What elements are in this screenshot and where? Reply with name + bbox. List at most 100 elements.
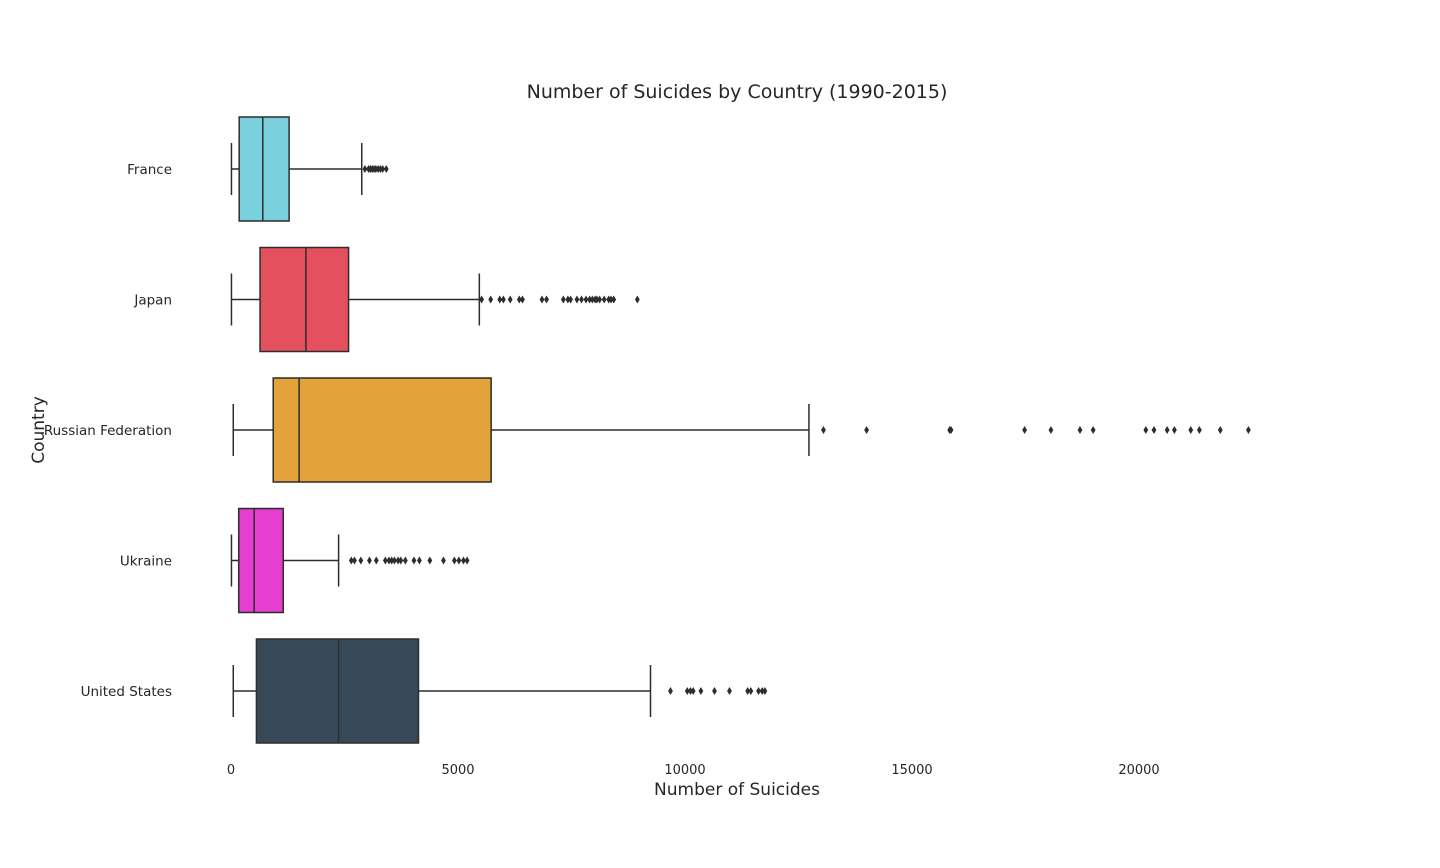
outlier-point — [574, 295, 580, 304]
outlier-point — [382, 556, 388, 565]
outlier-point — [948, 426, 954, 434]
chart-title: Number of Suicides by Country (1990-2015… — [527, 81, 948, 103]
outlier-point — [759, 687, 765, 695]
outlier-point — [690, 687, 696, 695]
outlier-point — [594, 295, 600, 304]
box-iqr — [238, 116, 290, 222]
box-group — [230, 246, 640, 353]
outlier-point — [684, 687, 690, 695]
outlier-point — [565, 295, 571, 304]
outlier-point — [1090, 426, 1096, 434]
x-axis-ticks: 0 5000 10000 15000 20000 — [227, 763, 1160, 778]
outlier-point — [362, 165, 368, 173]
outlier-point — [579, 295, 584, 304]
outlier-point — [501, 295, 506, 304]
outlier-point — [864, 426, 869, 434]
outlier-point — [1246, 426, 1251, 434]
outlier-point — [479, 295, 485, 304]
outlier-point — [402, 556, 408, 565]
outlier-point — [1048, 426, 1054, 434]
outlier-point — [568, 295, 573, 304]
category-label: France — [127, 162, 172, 178]
outlier-point — [601, 295, 607, 304]
outlier-point — [748, 687, 754, 695]
x-tick-label: 10000 — [664, 763, 705, 778]
category-label: United States — [81, 684, 172, 700]
outlier-point — [488, 295, 494, 304]
outlier-point — [348, 556, 354, 565]
outlier-point — [1022, 426, 1027, 434]
outlier-point — [451, 556, 457, 565]
outlier-point — [367, 556, 372, 565]
outlier-point — [383, 165, 389, 173]
box-iqr — [259, 246, 350, 353]
outlier-point — [380, 165, 386, 173]
outlier-point — [1217, 426, 1223, 434]
outlier-point — [712, 687, 717, 695]
outlier-point — [417, 556, 422, 565]
x-tick-label: 20000 — [1118, 763, 1159, 778]
x-tick-label: 0 — [227, 763, 235, 778]
outlier-point — [456, 556, 462, 565]
outlier-point — [389, 556, 395, 565]
outlier-point — [358, 556, 364, 565]
category-label: Russian Federation — [44, 423, 172, 439]
x-tick-label: 5000 — [441, 763, 474, 778]
outlier-point — [762, 687, 768, 695]
outlier-point — [539, 295, 545, 304]
outlier-point — [608, 295, 614, 304]
outlier-point — [583, 295, 589, 304]
outlier-point — [1077, 426, 1083, 434]
outlier-point — [745, 687, 751, 695]
outlier-point — [668, 687, 673, 695]
box-group — [232, 638, 768, 744]
outlier-point — [497, 295, 503, 304]
outlier-point — [507, 295, 513, 304]
outlier-point — [688, 687, 693, 695]
y-axis-label: Country — [29, 396, 49, 464]
outlier-point — [441, 556, 446, 565]
category-label: Japan — [133, 293, 172, 309]
outlier-point — [386, 556, 392, 565]
outlier-point — [756, 687, 761, 695]
box-iqr — [255, 638, 420, 744]
outlier-point — [589, 295, 595, 304]
outlier-point — [392, 556, 397, 565]
outlier-point — [395, 556, 401, 565]
x-axis-label: Number of Suicides — [654, 780, 820, 800]
box-group — [232, 377, 1251, 483]
outlier-point — [560, 295, 566, 304]
outlier-point — [373, 556, 379, 565]
outlier-point — [611, 295, 617, 304]
outlier-point — [597, 295, 603, 304]
box-series — [230, 116, 1251, 744]
outlier-point — [520, 295, 525, 304]
outlier-point — [698, 687, 704, 695]
outlier-point — [411, 556, 417, 565]
box-iqr — [237, 507, 284, 614]
outlier-point — [727, 687, 732, 695]
box-group — [230, 116, 389, 222]
outlier-point — [634, 295, 640, 304]
box-iqr — [272, 377, 492, 483]
outlier-point — [427, 556, 433, 565]
outlier-point — [461, 556, 466, 565]
outlier-point — [1188, 426, 1194, 434]
outlier-point — [1196, 426, 1202, 434]
outlier-point — [1143, 426, 1149, 434]
outlier-point — [1164, 426, 1170, 434]
outlier-point — [587, 295, 593, 304]
x-tick-label: 15000 — [891, 763, 932, 778]
outlier-point — [821, 426, 826, 434]
outlier-point — [464, 556, 470, 565]
outlier-point — [544, 295, 549, 304]
outlier-point — [516, 295, 522, 304]
outlier-point — [1151, 426, 1157, 434]
outlier-point — [398, 556, 404, 565]
box-group — [230, 507, 470, 614]
category-label: Ukraine — [120, 554, 172, 570]
outlier-point — [1172, 426, 1177, 434]
y-axis-categories: France Japan Russian Federation Ukraine Unit… — [44, 162, 172, 700]
